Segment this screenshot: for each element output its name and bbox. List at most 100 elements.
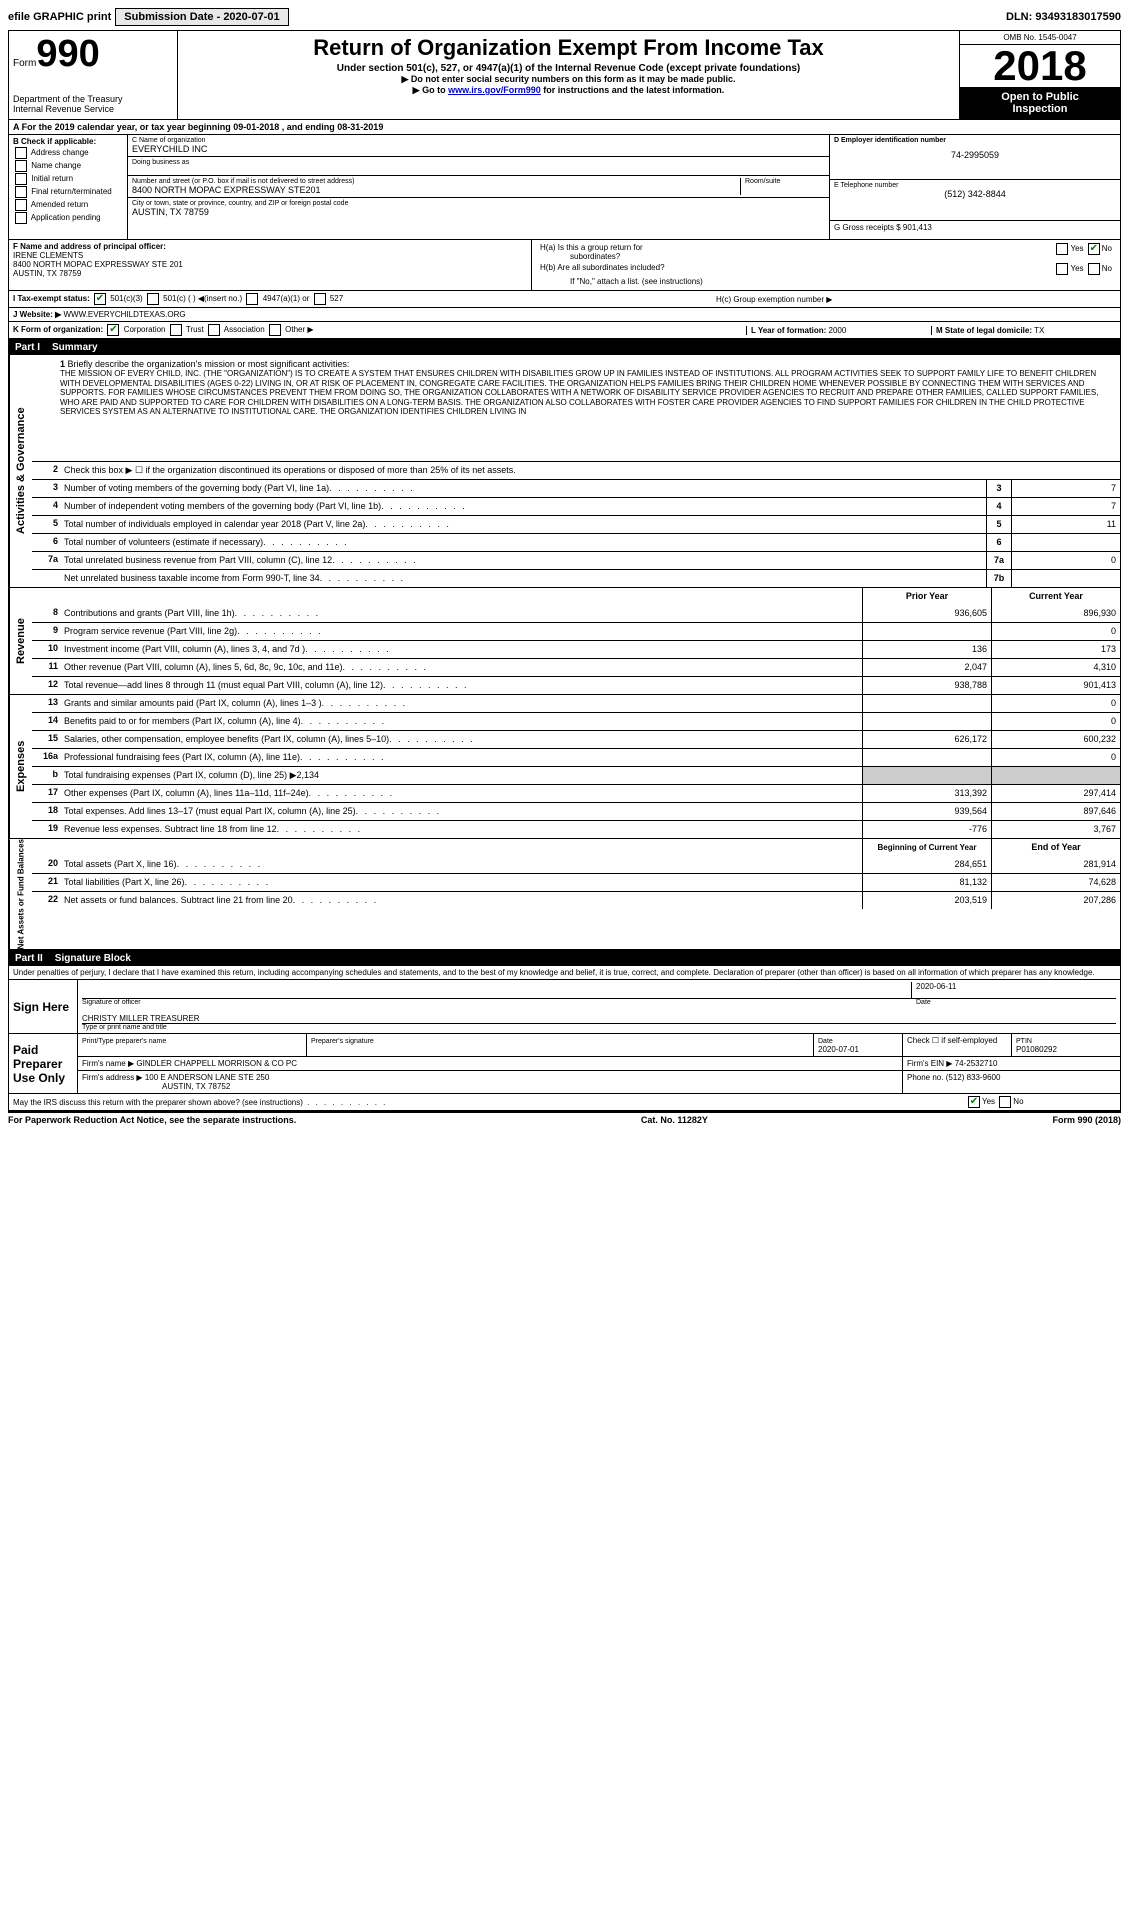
mission-text: THE MISSION OF EVERY CHILD, INC. (THE "O… bbox=[60, 369, 1114, 417]
part-1-num: Part I bbox=[15, 342, 40, 353]
state-domicile-label: M State of legal domicile: bbox=[936, 326, 1032, 335]
line-3-val: 7 bbox=[1011, 480, 1120, 497]
section-b: B Check if applicable: Address change Na… bbox=[9, 135, 128, 239]
section-j-row: J Website: ▶ WWW.EVERYCHILDTEXAS.ORG bbox=[9, 308, 1120, 322]
check-amended[interactable] bbox=[15, 199, 27, 211]
declaration-text: Under penalties of perjury, I declare th… bbox=[9, 966, 1120, 980]
tax-year: 2018 bbox=[960, 45, 1120, 87]
check-other[interactable] bbox=[269, 324, 281, 336]
end-year-hdr: End of Year bbox=[991, 839, 1120, 856]
check-trust[interactable] bbox=[170, 324, 182, 336]
mission-num: 1 bbox=[60, 359, 65, 369]
table-row: bTotal fundraising expenses (Part IX, co… bbox=[32, 766, 1120, 784]
check-b-label: B Check if applicable: bbox=[13, 137, 123, 146]
table-row: 8Contributions and grants (Part VIII, li… bbox=[32, 605, 1120, 622]
sig-date-label: Date bbox=[916, 999, 1116, 1006]
open-public-2: Inspection bbox=[964, 103, 1116, 115]
header-right: OMB No. 1545-0047 2018 Open to Public In… bbox=[960, 31, 1120, 119]
part-1-header: Part I Summary bbox=[9, 340, 1120, 355]
street-value: 8400 NORTH MOPAC EXPRESSWAY STE201 bbox=[132, 185, 740, 195]
city-label: City or town, state or province, country… bbox=[132, 200, 825, 207]
table-row: 10Investment income (Part VIII, column (… bbox=[32, 640, 1120, 658]
check-application[interactable] bbox=[15, 212, 27, 224]
signature-block: Under penalties of perjury, I declare th… bbox=[9, 966, 1120, 1112]
open-public-1: Open to Public bbox=[964, 91, 1116, 103]
check-501c3[interactable] bbox=[94, 293, 106, 305]
header-left: Form990 Department of the Treasury Inter… bbox=[9, 31, 178, 119]
form-number: 990 bbox=[36, 33, 99, 75]
hb-yes[interactable] bbox=[1056, 263, 1068, 275]
net-assets-section: Net Assets or Fund Balances Beginning of… bbox=[9, 839, 1120, 951]
header-middle: Return of Organization Exempt From Incom… bbox=[178, 31, 960, 119]
check-name-change[interactable] bbox=[15, 160, 27, 172]
ha-yes[interactable] bbox=[1056, 243, 1068, 255]
page-footer: For Paperwork Reduction Act Notice, see … bbox=[8, 1113, 1121, 1127]
section-f-h: F Name and address of principal officer:… bbox=[9, 240, 1120, 291]
side-tab-activities: Activities & Governance bbox=[9, 355, 32, 587]
instruction-1: ▶ Do not enter social security numbers o… bbox=[182, 74, 955, 85]
form-org-label: K Form of organization: bbox=[13, 325, 103, 334]
form-container: Form990 Department of the Treasury Inter… bbox=[8, 30, 1121, 1113]
officer-label: F Name and address of principal officer: bbox=[13, 242, 527, 251]
year-formation-label: L Year of formation: bbox=[751, 326, 826, 335]
city-value: AUSTIN, TX 78759 bbox=[132, 207, 825, 217]
line-4-val: 7 bbox=[1011, 498, 1120, 515]
side-tab-expenses: Expenses bbox=[9, 695, 32, 838]
side-tab-revenue: Revenue bbox=[9, 588, 32, 694]
dln-label: DLN: 93493183017590 bbox=[1006, 11, 1121, 23]
officer-addr2: AUSTIN, TX 78759 bbox=[13, 269, 527, 278]
section-i-row: I Tax-exempt status: 501(c)(3) 501(c) ( … bbox=[9, 291, 1120, 308]
section-d: D Employer identification number 74-2995… bbox=[830, 135, 1120, 239]
side-tab-netassets: Net Assets or Fund Balances bbox=[9, 839, 32, 949]
check-501c[interactable] bbox=[147, 293, 159, 305]
ha-no[interactable] bbox=[1088, 243, 1100, 255]
line-7b-desc: Net unrelated business taxable income fr… bbox=[60, 570, 986, 587]
line-7a-val: 0 bbox=[1011, 552, 1120, 569]
form-prefix: Form bbox=[13, 58, 36, 69]
table-row: 9Program service revenue (Part VIII, lin… bbox=[32, 622, 1120, 640]
officer-printed-name: CHRISTY MILLER TREASURER bbox=[82, 1014, 1116, 1024]
website-value: WWW.EVERYCHILDTEXAS.ORG bbox=[63, 310, 185, 319]
efile-label: efile GRAPHIC print bbox=[8, 11, 111, 23]
hb-no[interactable] bbox=[1088, 263, 1100, 275]
sign-here-label: Sign Here bbox=[9, 980, 78, 1033]
hb-note: If "No," attach a list. (see instruction… bbox=[570, 277, 703, 286]
footer-left: For Paperwork Reduction Act Notice, see … bbox=[8, 1115, 296, 1125]
check-initial-return[interactable] bbox=[15, 173, 27, 185]
check-address-change[interactable] bbox=[15, 147, 27, 159]
check-corp[interactable] bbox=[107, 324, 119, 336]
discuss-no[interactable] bbox=[999, 1096, 1011, 1108]
footer-mid: Cat. No. 11282Y bbox=[641, 1115, 708, 1125]
table-row: 14Benefits paid to or for members (Part … bbox=[32, 712, 1120, 730]
instruction-2-post: for instructions and the latest informat… bbox=[541, 85, 725, 95]
table-row: 18Total expenses. Add lines 13–17 (must … bbox=[32, 802, 1120, 820]
phone-label: E Telephone number bbox=[834, 182, 1116, 189]
discuss-yes[interactable] bbox=[968, 1096, 980, 1108]
ein-label: D Employer identification number bbox=[834, 137, 1116, 144]
dept-line-1: Department of the Treasury bbox=[13, 94, 173, 104]
section-a: A For the 2019 calendar year, or tax yea… bbox=[9, 120, 1120, 135]
form-header: Form990 Department of the Treasury Inter… bbox=[9, 31, 1120, 120]
beg-year-hdr: Beginning of Current Year bbox=[862, 839, 991, 856]
irs-link[interactable]: www.irs.gov/Form990 bbox=[448, 85, 541, 95]
table-row: 17Other expenses (Part IX, column (A), l… bbox=[32, 784, 1120, 802]
check-assoc[interactable] bbox=[208, 324, 220, 336]
part-2-title: Signature Block bbox=[55, 953, 131, 964]
section-k-row: K Form of organization: Corporation Trus… bbox=[9, 322, 1120, 340]
line-7a-desc: Total unrelated business revenue from Pa… bbox=[60, 552, 986, 569]
table-row: 11Other revenue (Part VIII, column (A), … bbox=[32, 658, 1120, 676]
gross-value: 901,413 bbox=[903, 223, 932, 232]
officer-name: IRENE CLEMENTS bbox=[13, 251, 527, 260]
check-527[interactable] bbox=[314, 293, 326, 305]
submission-date-button[interactable]: Submission Date - 2020-07-01 bbox=[115, 8, 288, 26]
check-final-return[interactable] bbox=[15, 186, 27, 198]
dept-line-2: Internal Revenue Service bbox=[13, 104, 173, 114]
table-row: 12Total revenue—add lines 8 through 11 (… bbox=[32, 676, 1120, 694]
line-5-val: 11 bbox=[1011, 516, 1120, 533]
check-4947[interactable] bbox=[246, 293, 258, 305]
prior-year-hdr: Prior Year bbox=[862, 588, 991, 605]
discuss-label: May the IRS discuss this return with the… bbox=[13, 1098, 966, 1107]
table-row: 16aProfessional fundraising fees (Part I… bbox=[32, 748, 1120, 766]
line-5-desc: Total number of individuals employed in … bbox=[60, 516, 986, 533]
form-title: Return of Organization Exempt From Incom… bbox=[182, 35, 955, 61]
